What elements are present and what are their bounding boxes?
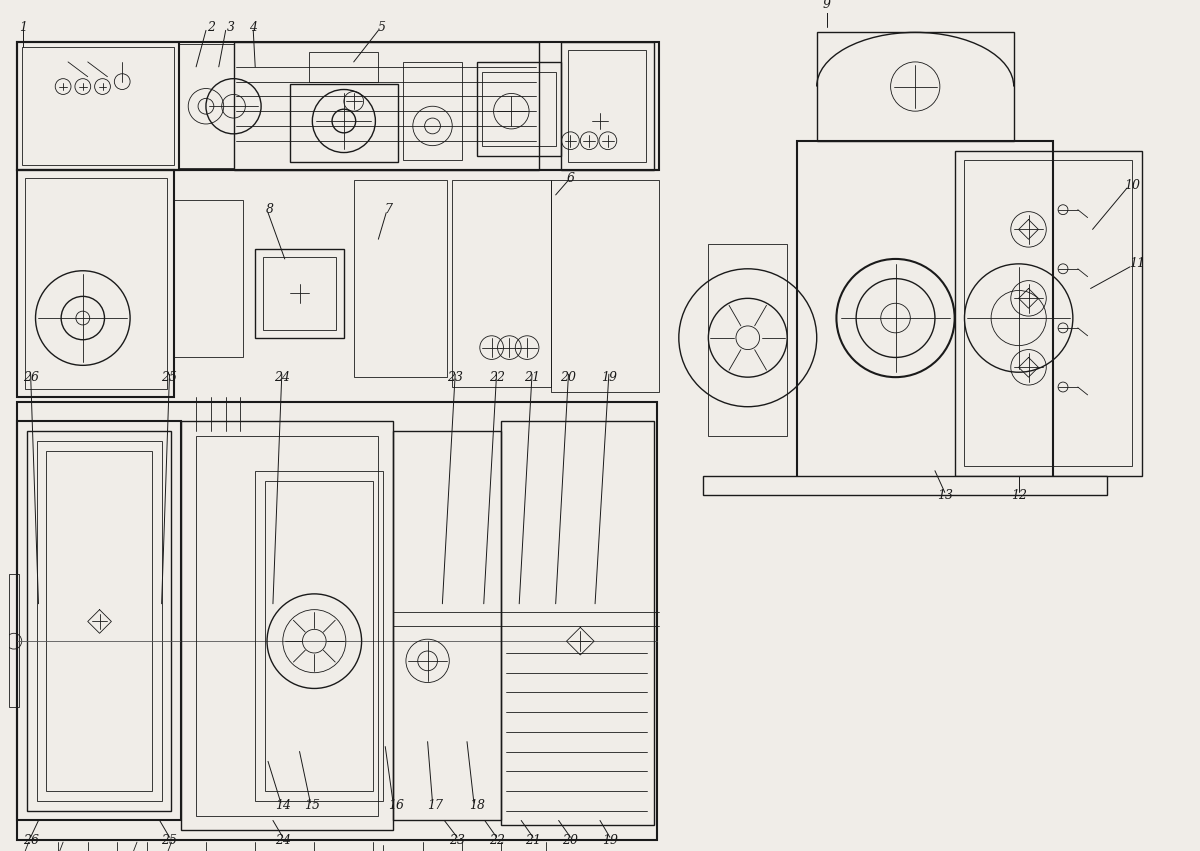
Text: 6: 6 [566, 172, 575, 185]
Bar [174, 200, 244, 357]
Bar [8, 574, 19, 707]
Bar [708, 244, 787, 437]
Text: 5: 5 [377, 21, 385, 34]
Bar [797, 140, 1054, 486]
Bar [17, 421, 181, 820]
Text: 23: 23 [449, 834, 466, 847]
Bar [17, 402, 658, 840]
Text: 19: 19 [602, 834, 618, 847]
Bar [354, 180, 448, 377]
Text: 2: 2 [206, 21, 215, 34]
Text: 8: 8 [266, 203, 274, 216]
Bar [955, 151, 1142, 476]
Bar [36, 441, 162, 801]
Text: 18: 18 [469, 799, 485, 812]
Bar [181, 421, 394, 831]
Text: 7: 7 [384, 203, 392, 216]
Bar [256, 249, 344, 338]
Text: 14: 14 [275, 799, 290, 812]
Bar [17, 170, 174, 397]
Bar [17, 43, 179, 170]
Bar [265, 481, 373, 791]
Text: 22: 22 [488, 834, 504, 847]
Text: 16: 16 [388, 799, 404, 812]
Text: 20: 20 [560, 371, 576, 384]
Bar [196, 437, 378, 815]
Bar [551, 180, 659, 392]
Text: 4: 4 [250, 21, 257, 34]
Text: 17: 17 [427, 799, 444, 812]
Text: 20: 20 [563, 834, 578, 847]
Bar [179, 44, 234, 168]
Bar [256, 471, 383, 801]
Bar [310, 52, 378, 82]
Bar [476, 62, 560, 156]
Bar [965, 161, 1132, 465]
Bar [569, 50, 647, 163]
Text: 3: 3 [227, 21, 234, 34]
Bar [560, 43, 654, 170]
Text: 22: 22 [488, 371, 504, 384]
Bar [289, 83, 398, 163]
Text: 11: 11 [1129, 257, 1145, 271]
Bar [817, 32, 1014, 140]
Text: 12: 12 [1010, 488, 1027, 502]
Text: 13: 13 [937, 488, 953, 502]
Text: 24: 24 [274, 371, 290, 384]
Text: 1: 1 [19, 21, 26, 34]
Bar [481, 71, 556, 146]
Text: 15: 15 [305, 799, 320, 812]
Text: 25: 25 [162, 371, 178, 384]
Bar [502, 421, 654, 825]
Bar [26, 431, 172, 811]
Text: 26: 26 [23, 371, 38, 384]
Text: 19: 19 [601, 371, 617, 384]
Bar [403, 62, 462, 161]
Text: 24: 24 [275, 834, 290, 847]
Text: 26: 26 [23, 834, 38, 847]
Bar [452, 180, 551, 387]
Bar [263, 257, 336, 330]
Bar [47, 451, 151, 791]
Text: 25: 25 [162, 834, 178, 847]
Text: 10: 10 [1124, 179, 1140, 191]
Bar [394, 431, 502, 820]
Bar [22, 47, 174, 165]
Bar [25, 178, 167, 389]
Bar [703, 476, 1108, 495]
Text: 23: 23 [448, 371, 463, 384]
Bar [234, 43, 539, 170]
Bar [17, 43, 659, 170]
Text: 9: 9 [822, 0, 830, 11]
Text: 21: 21 [526, 834, 541, 847]
Text: 21: 21 [524, 371, 540, 384]
